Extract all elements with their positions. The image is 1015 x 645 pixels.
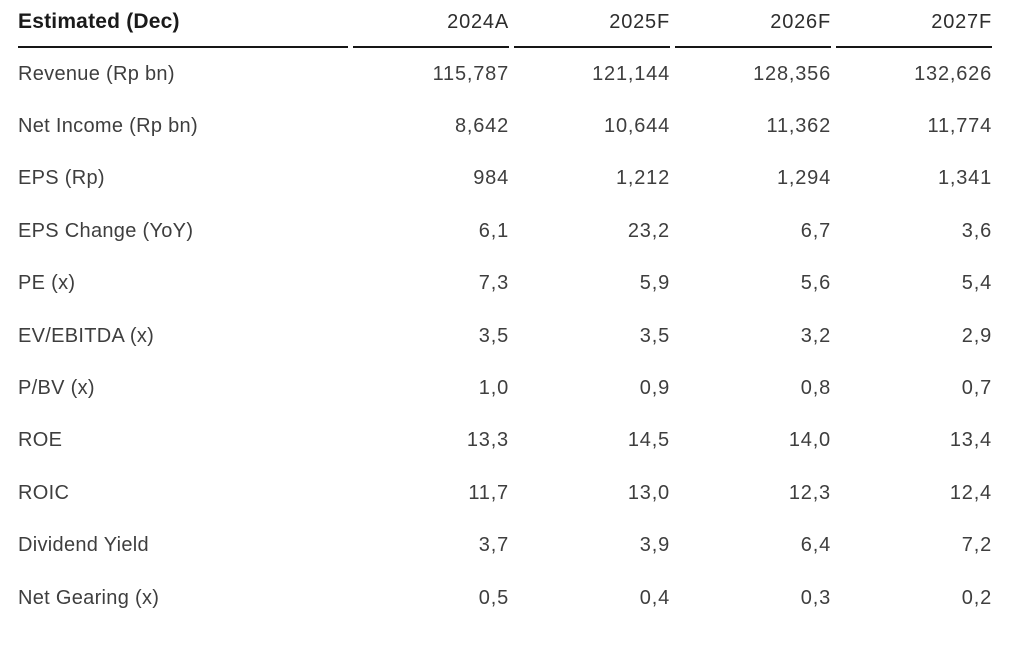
header-label: Estimated (Dec): [18, 4, 348, 48]
metric-value: 128,356: [753, 62, 831, 85]
metric-label: Net Income (Rp bn): [18, 115, 198, 138]
metric-label: ROIC: [18, 481, 70, 504]
metric-value: 1,341: [937, 167, 992, 190]
metric-value: 8,642: [454, 115, 509, 138]
metric-label: Net Gearing (x): [18, 586, 160, 609]
table-row: Dividend Yield 3,7 3,9 6,4 7,2: [18, 520, 992, 572]
metric-label: EV/EBITDA (x): [18, 324, 155, 347]
table-row: EPS Change (YoY) 6,1 23,2 6,7 3,6: [18, 205, 992, 257]
metric-value: 0,2: [961, 586, 992, 609]
table-row: Net Income (Rp bn) 8,642 10,644 11,362 11,77…: [18, 100, 992, 152]
metric-value: 11,774: [927, 115, 992, 138]
metric-value: 0,3: [800, 586, 831, 609]
table-row: Net Gearing (x) 0,5 0,4 0,3 0,2: [18, 572, 992, 624]
metric-value: 11,7: [468, 481, 509, 504]
metric-value: 0,9: [639, 377, 670, 400]
metric-value: 3,6: [961, 219, 992, 242]
metric-label: P/BV (x): [18, 377, 95, 400]
column-header-2027f: 2027F: [836, 4, 992, 48]
metric-label: ROE: [18, 429, 63, 452]
metric-value: 3,2: [800, 324, 831, 347]
metric-value: 13,0: [627, 481, 670, 504]
metric-value: 5,4: [961, 272, 992, 295]
metric-value: 5,9: [639, 272, 670, 295]
metric-value: 13,4: [949, 429, 992, 452]
table-row: Revenue (Rp bn) 115,787 121,144 128,356 132,…: [18, 48, 992, 100]
metric-value: 1,212: [615, 167, 670, 190]
metric-value: 13,3: [466, 429, 509, 452]
metric-value: 2,9: [961, 324, 992, 347]
header-row: Estimated (Dec) 2024A 2025F 2026F 2027F: [18, 4, 992, 48]
metric-value: 3,5: [639, 324, 670, 347]
metric-value: 12,3: [788, 481, 831, 504]
column-header-2026f: 2026F: [675, 4, 831, 48]
metric-value: 984: [473, 167, 509, 190]
table-row: P/BV (x) 1,0 0,9 0,8 0,7: [18, 362, 992, 414]
table-row: ROIC 11,7 13,0 12,3 12,4: [18, 467, 992, 519]
metric-value: 3,7: [478, 534, 509, 557]
metric-value: 3,9: [639, 534, 670, 557]
metric-value: 14,0: [788, 429, 831, 452]
metric-label: EPS (Rp): [18, 167, 105, 190]
metric-value: 12,4: [949, 481, 992, 504]
table-row: ROE 13,3 14,5 14,0 13,4: [18, 415, 992, 467]
metric-value: 3,5: [478, 324, 509, 347]
metric-value: 7,2: [961, 534, 992, 557]
metric-value: 6,1: [478, 219, 509, 242]
metric-label: PE (x): [18, 272, 76, 295]
metric-value: 23,2: [627, 219, 670, 242]
metric-value: 5,6: [800, 272, 831, 295]
table-row: EV/EBITDA (x) 3,5 3,5 3,2 2,9: [18, 310, 992, 362]
metric-value: 11,362: [766, 115, 831, 138]
estimates-table-container: Estimated (Dec) 2024A 2025F 2026F 2027F …: [13, 4, 997, 624]
table-header: Estimated (Dec) 2024A 2025F 2026F 2027F: [18, 4, 992, 48]
metric-value: 7,3: [478, 272, 509, 295]
metric-value: 0,5: [478, 586, 509, 609]
table-body: Revenue (Rp bn) 115,787 121,144 128,356 132,…: [18, 48, 992, 624]
metric-value: 0,4: [639, 586, 670, 609]
metric-value: 0,8: [800, 377, 831, 400]
metric-value: 0,7: [961, 377, 992, 400]
metric-value: 14,5: [627, 429, 670, 452]
metric-value: 1,294: [776, 167, 831, 190]
metric-value: 6,7: [800, 219, 831, 242]
metric-value: 132,626: [914, 62, 992, 85]
table-row: EPS (Rp) 984 1,212 1,294 1,341: [18, 153, 992, 205]
financial-estimates-table: Estimated (Dec) 2024A 2025F 2026F 2027F …: [13, 4, 997, 624]
column-header-2024a: 2024A: [353, 4, 509, 48]
metric-label: EPS Change (YoY): [18, 219, 194, 242]
metric-value: 1,0: [478, 377, 509, 400]
metric-value: 6,4: [800, 534, 831, 557]
table-row: PE (x) 7,3 5,9 5,6 5,4: [18, 258, 992, 310]
metric-value: 10,644: [604, 115, 670, 138]
metric-value: 115,787: [432, 62, 509, 85]
metric-label: Revenue (Rp bn): [18, 62, 175, 85]
metric-value: 121,144: [592, 62, 670, 85]
metric-label: Dividend Yield: [18, 534, 149, 557]
column-header-2025f: 2025F: [514, 4, 670, 48]
